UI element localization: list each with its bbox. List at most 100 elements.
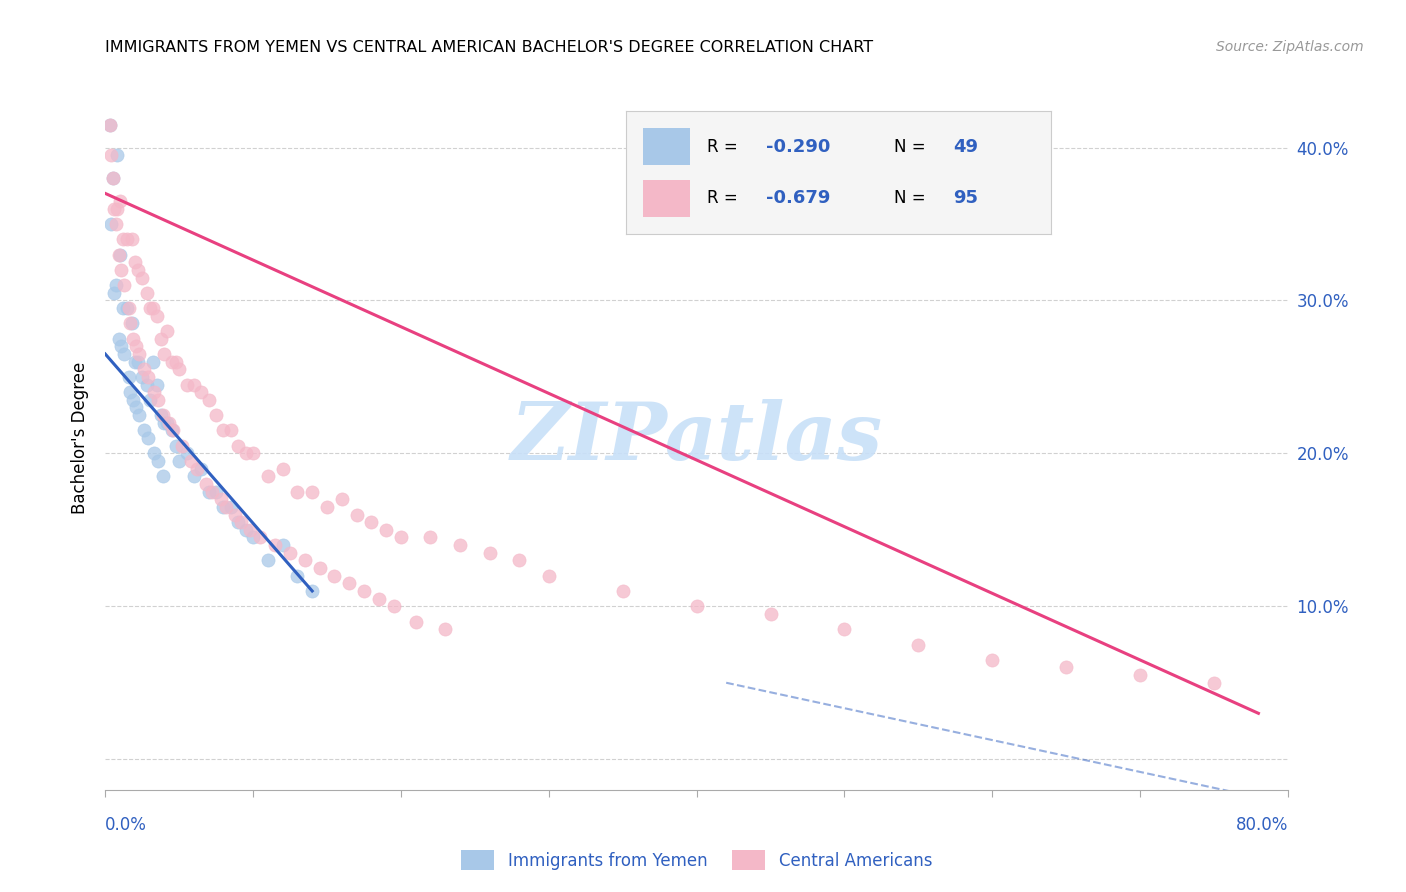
Point [107,332,129,346]
Point [114,278,136,293]
Text: Source: ZipAtlas.com: Source: ZipAtlas.com [1216,40,1364,54]
Point [231,515,253,529]
Point [153,347,176,361]
Point [132,424,155,438]
Point [127,354,149,368]
Point [242,531,264,545]
Text: 80.0%: 80.0% [1236,816,1288,834]
Point [337,576,360,591]
Point [219,500,242,514]
Point [478,546,501,560]
Point [389,531,412,545]
Point [264,538,287,552]
Point [205,484,228,499]
Point [131,370,153,384]
Point [257,553,280,567]
Point [176,446,198,460]
Point [197,484,219,499]
Point [146,309,169,323]
Point [152,408,174,422]
Text: R =: R = [707,137,742,156]
Point [121,317,143,331]
Point [98,118,121,132]
Text: N =: N = [894,189,931,207]
Point [301,584,323,599]
Point [103,285,125,300]
Point [165,439,187,453]
Point [143,446,166,460]
Point [508,553,530,567]
Point [127,263,149,277]
Point [160,424,183,438]
Y-axis label: Bachelor's Degree: Bachelor's Degree [72,362,89,514]
Point [907,638,929,652]
Point [150,332,173,346]
Point [197,392,219,407]
Point [308,561,330,575]
Point [124,354,146,368]
Point [108,194,131,208]
Point [101,171,124,186]
Point [167,454,190,468]
Point [226,439,249,453]
Point [1202,675,1225,690]
Point [186,461,208,475]
Point [346,508,368,522]
Point [294,553,316,567]
Point [353,584,375,599]
Point [135,377,157,392]
Bar [643,128,689,165]
Point [141,354,163,368]
Point [120,317,142,331]
Point [162,424,184,438]
Point [138,392,160,407]
Point [110,339,132,353]
Point [117,301,139,315]
Point [141,301,163,315]
Point [287,568,309,582]
Point [323,568,346,582]
Legend: Immigrants from Yemen, Central Americans: Immigrants from Yemen, Central Americans [454,844,939,877]
Point [136,431,159,445]
Point [153,416,176,430]
Point [180,454,202,468]
Point [212,500,235,514]
Point [271,538,294,552]
Point [160,354,183,368]
Point [143,385,166,400]
Point [103,202,125,216]
Point [183,377,205,392]
Point [194,477,217,491]
Point [114,347,136,361]
Point [131,270,153,285]
Text: N =: N = [894,137,931,156]
Point [167,362,190,376]
Point [215,500,238,514]
Point [100,217,122,231]
Point [278,546,301,560]
Point [107,247,129,261]
Point [104,217,127,231]
Point [157,416,180,430]
Point [156,416,179,430]
Point [287,484,309,499]
Point [212,424,235,438]
Point [612,584,634,599]
Point [122,392,145,407]
Point [121,232,143,246]
Point [165,354,187,368]
Point [375,523,398,537]
Point [105,148,128,162]
Point [759,607,782,621]
Point [405,615,427,629]
Point [172,439,194,453]
Point [125,401,148,415]
Point [138,301,160,315]
Text: 49: 49 [953,137,979,156]
Text: 95: 95 [953,189,979,207]
Point [367,591,389,606]
Point [224,508,246,522]
Text: -0.679: -0.679 [766,189,831,207]
Point [242,446,264,460]
Point [100,148,122,162]
